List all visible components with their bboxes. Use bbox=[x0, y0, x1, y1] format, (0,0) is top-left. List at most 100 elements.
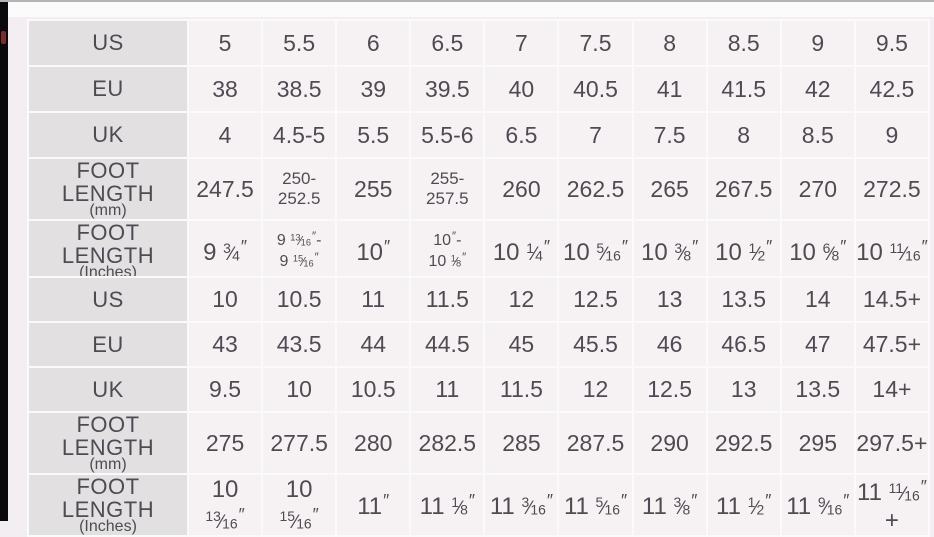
size-cell: 282.5 bbox=[411, 413, 484, 474]
size-cell: 10 11⁄16″ bbox=[855, 221, 928, 282]
size-cell: 42.5 bbox=[855, 67, 928, 111]
table-row-foot-length-mm: FOOT LENGTH (mm) 275 277.5 280 282.5 285 287.5 2… bbox=[29, 412, 928, 474]
size-cell: 4 bbox=[189, 113, 262, 157]
size-cell: 38.5 bbox=[263, 67, 336, 111]
size-cell: 7 bbox=[559, 113, 632, 157]
size-cell: 6.5 bbox=[485, 113, 558, 157]
row-sublabel: (mm) bbox=[89, 202, 127, 220]
size-cell: 13 bbox=[707, 368, 780, 411]
size-cell: 40.5 bbox=[559, 67, 632, 111]
size-cell: 11 1⁄8″ bbox=[411, 475, 484, 536]
size-cell: 10 bbox=[189, 278, 262, 321]
left-edge-bar bbox=[0, 2, 8, 521]
size-cell: 11″ bbox=[337, 475, 410, 536]
table-row-foot-length-mm: FOOT LENGTH (mm) 247.5 250- 252.5 255 255- 257.… bbox=[29, 159, 928, 220]
size-cell: 42 bbox=[781, 67, 854, 111]
row-label: FOOT LENGTH bbox=[61, 412, 155, 461]
size-cell: 12 bbox=[485, 278, 558, 321]
top-strip bbox=[0, 0, 934, 17]
size-cell: 5 bbox=[189, 21, 262, 65]
size-cell: 9.5 bbox=[189, 368, 262, 411]
size-table-upper: US 5 5.5 6 6.5 7 7.5 8 8.5 9 9.5 EU 38 38.5 39 39.5 40 40… bbox=[27, 19, 930, 284]
size-table-lower-body: US 10 10.5 11 11.5 12 12.5 13 13.5 14 14.5+ EU 43 43.… bbox=[29, 278, 928, 536]
size-cell: 5.5-6 bbox=[411, 113, 484, 157]
size-cell: 10″- 10 1⁄8″ bbox=[411, 221, 484, 282]
size-cell: 44.5 bbox=[411, 323, 484, 366]
row-header: FOOT LENGTH (Inches) bbox=[29, 474, 187, 536]
size-cell: 38 bbox=[189, 67, 262, 111]
size-cell: 10 3⁄8″ bbox=[633, 221, 706, 282]
size-cell: 9 13⁄16″- 9 15⁄16″ bbox=[263, 221, 336, 282]
size-cell: 43.5 bbox=[263, 323, 336, 366]
size-cell: 8 bbox=[707, 113, 780, 157]
size-cell: 45.5 bbox=[559, 323, 632, 366]
size-cell: 8.5 bbox=[781, 113, 854, 157]
row-header: FOOT LENGTH (mm) bbox=[29, 412, 187, 474]
row-label: EU bbox=[92, 331, 124, 357]
row-label: EU bbox=[92, 76, 124, 102]
size-cell: 12 bbox=[559, 368, 632, 411]
size-cell: 6.5 bbox=[411, 21, 484, 65]
table-row-uk: UK 9.5 10 10.5 11 11.5 12 12.5 13 13.5 14+ bbox=[29, 368, 928, 411]
size-cell: 250- 252.5 bbox=[263, 159, 336, 220]
size-cell: 13.5 bbox=[781, 368, 854, 411]
size-cell: 41.5 bbox=[707, 67, 780, 111]
size-cell: 12.5 bbox=[633, 368, 706, 411]
row-header: FOOT LENGTH (Inches) bbox=[29, 220, 187, 282]
row-header: UK bbox=[29, 113, 187, 157]
size-cell: 11 5⁄16″ bbox=[559, 475, 632, 536]
size-cell: 45 bbox=[485, 323, 558, 366]
size-cell: 10 6⁄8″ bbox=[781, 221, 854, 282]
size-cell: 5.5 bbox=[337, 113, 410, 157]
size-cell: 10″ bbox=[337, 221, 410, 282]
table-row-us: US 10 10.5 11 11.5 12 12.5 13 13.5 14 14.5+ bbox=[29, 278, 928, 321]
size-cell: 10 13⁄16″ bbox=[189, 475, 262, 536]
size-cell: 46 bbox=[633, 323, 706, 366]
row-header: UK bbox=[29, 368, 187, 411]
size-cell: 11 11⁄16″+ bbox=[855, 475, 928, 536]
size-cell: 10 bbox=[263, 368, 336, 411]
size-cell: 265 bbox=[633, 159, 706, 220]
size-cell: 11.5 bbox=[411, 278, 484, 321]
row-header: US bbox=[29, 278, 187, 321]
size-cell: 262.5 bbox=[559, 159, 632, 220]
row-sublabel: (mm) bbox=[89, 456, 127, 474]
size-cell: 46.5 bbox=[707, 323, 780, 366]
size-cell: 39 bbox=[337, 67, 410, 111]
size-cell: 277.5 bbox=[263, 413, 336, 474]
size-cell: 11 3⁄8″ bbox=[633, 475, 706, 536]
row-label: US bbox=[92, 286, 124, 312]
row-label: UK bbox=[92, 376, 124, 402]
size-cell: 11 3⁄16″ bbox=[485, 475, 558, 536]
size-cell: 4.5-5 bbox=[263, 113, 336, 157]
size-cell: 267.5 bbox=[707, 159, 780, 220]
size-cell: 295 bbox=[781, 413, 854, 474]
table-row-eu: EU 43 43.5 44 44.5 45 45.5 46 46.5 47 47.5+ bbox=[29, 323, 928, 366]
size-cell: 287.5 bbox=[559, 413, 632, 474]
row-label: FOOT LENGTH bbox=[61, 474, 155, 523]
size-cell: 5.5 bbox=[263, 21, 336, 65]
table-row-eu: EU 38 38.5 39 39.5 40 40.5 41 41.5 42 42.5 bbox=[29, 67, 928, 111]
size-cell: 10.5 bbox=[263, 278, 336, 321]
row-header: EU bbox=[29, 323, 187, 366]
size-cell: 7.5 bbox=[559, 21, 632, 65]
size-cell: 13.5 bbox=[707, 278, 780, 321]
size-cell: 297.5+ bbox=[855, 413, 928, 474]
size-cell: 47.5+ bbox=[855, 323, 928, 366]
size-cell: 270 bbox=[781, 159, 854, 220]
size-cell: 11 bbox=[337, 278, 410, 321]
size-table-lower: US 10 10.5 11 11.5 12 12.5 13 13.5 14 14.5+ EU 43 43.… bbox=[27, 276, 930, 537]
size-cell: 14.5+ bbox=[855, 278, 928, 321]
size-cell: 292.5 bbox=[707, 413, 780, 474]
size-cell: 8.5 bbox=[707, 21, 780, 65]
row-label: FOOT LENGTH bbox=[61, 220, 155, 269]
size-cell: 10 15⁄16″ bbox=[263, 475, 336, 536]
table-row-foot-length-inches: FOOT LENGTH (Inches) 10 13⁄16″ 10 15⁄16″ 11″… bbox=[29, 474, 928, 536]
size-cell: 14 bbox=[781, 278, 854, 321]
size-cell: 43 bbox=[189, 323, 262, 366]
size-cell: 10 1⁄2″ bbox=[707, 221, 780, 282]
row-header: EU bbox=[29, 67, 187, 111]
size-cell: 14+ bbox=[855, 368, 928, 411]
size-cell: 39.5 bbox=[411, 67, 484, 111]
